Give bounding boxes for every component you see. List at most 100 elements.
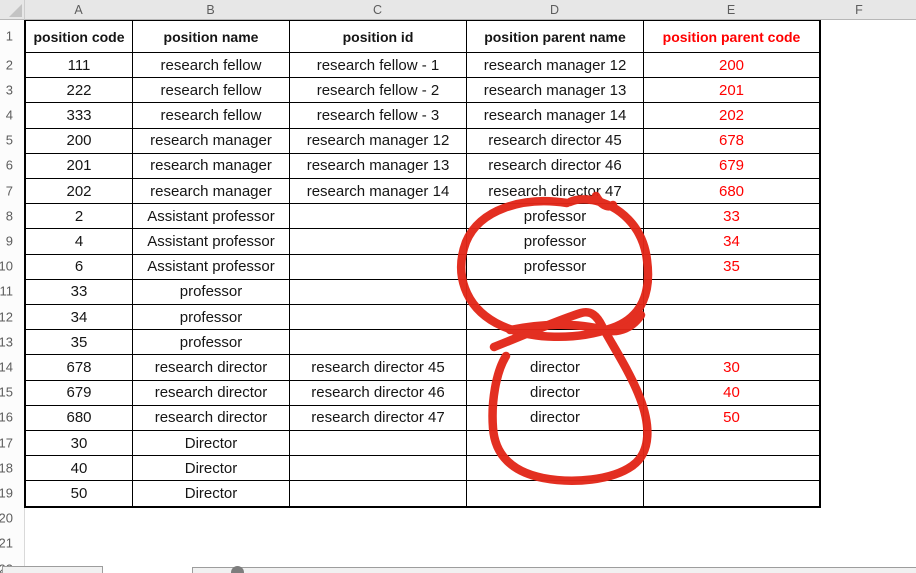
cell-D21[interactable] <box>466 530 644 557</box>
cell-D3[interactable]: research manager 13 <box>466 77 644 104</box>
cell-D8[interactable]: professor <box>466 203 644 230</box>
cell-C2[interactable]: research fellow - 1 <box>289 52 467 79</box>
row-header-10[interactable]: 10 <box>0 253 25 280</box>
cell-E10[interactable]: 35 <box>643 253 820 280</box>
cell-E5[interactable]: 678 <box>643 127 820 154</box>
cell-C20[interactable] <box>289 505 467 532</box>
cell-E12[interactable] <box>643 304 820 331</box>
cell-A3[interactable]: 222 <box>25 77 133 104</box>
cell-A21[interactable] <box>25 530 133 557</box>
cell-E13[interactable] <box>643 329 820 356</box>
cell-D14[interactable]: director <box>466 354 644 381</box>
cell-E8[interactable]: 33 <box>643 203 820 230</box>
cell-A8[interactable]: 2 <box>25 203 133 230</box>
cell-G13[interactable] <box>899 329 916 356</box>
cell-C7[interactable]: research manager 14 <box>289 178 467 205</box>
cell-A19[interactable]: 50 <box>25 480 133 507</box>
cell-C3[interactable]: research fellow - 2 <box>289 77 467 104</box>
cell-C16[interactable]: research director 47 <box>289 404 467 431</box>
cell-B12[interactable]: professor <box>132 304 290 331</box>
cell-D18[interactable] <box>466 455 644 482</box>
cell-F12[interactable] <box>819 304 900 331</box>
cell-C19[interactable] <box>289 480 467 507</box>
cell-E17[interactable] <box>643 430 820 457</box>
cell-F11[interactable] <box>819 278 900 305</box>
cell-D15[interactable]: director <box>466 379 644 406</box>
cell-B21[interactable] <box>132 530 290 557</box>
cell-G8[interactable] <box>899 203 916 230</box>
cell-B19[interactable]: Director <box>132 480 290 507</box>
cell-G15[interactable] <box>899 379 916 406</box>
cell-C13[interactable] <box>289 329 467 356</box>
cell-A11[interactable]: 33 <box>25 278 133 305</box>
row-header-8[interactable]: 8 <box>0 203 25 230</box>
cell-D10[interactable]: professor <box>466 253 644 280</box>
cell-F3[interactable] <box>819 77 900 104</box>
cell-G2[interactable] <box>899 52 916 79</box>
cell-F19[interactable] <box>819 480 900 507</box>
cell-F16[interactable] <box>819 404 900 431</box>
cell-D17[interactable] <box>466 430 644 457</box>
cell-G10[interactable] <box>899 253 916 280</box>
cell-G21[interactable] <box>899 530 916 557</box>
cell-G1[interactable] <box>899 20 916 53</box>
column-header-A[interactable]: A <box>25 0 133 20</box>
cell-D2[interactable]: research manager 12 <box>466 52 644 79</box>
cell-G4[interactable] <box>899 102 916 129</box>
column-header-F[interactable]: F <box>819 0 900 20</box>
cell-D6[interactable]: research director 46 <box>466 152 644 179</box>
row-header-16[interactable]: 16 <box>0 404 25 431</box>
row-header-12[interactable]: 12 <box>0 304 25 331</box>
cell-E16[interactable]: 50 <box>643 404 820 431</box>
cell-A17[interactable]: 30 <box>25 430 133 457</box>
cell-A10[interactable]: 6 <box>25 253 133 280</box>
row-header-9[interactable]: 9 <box>0 228 25 255</box>
cell-A2[interactable]: 111 <box>25 52 133 79</box>
column-header-G[interactable] <box>899 0 916 20</box>
cell-E6[interactable]: 679 <box>643 152 820 179</box>
cell-D1[interactable]: position parent name <box>466 20 644 53</box>
cell-E9[interactable]: 34 <box>643 228 820 255</box>
cell-F1[interactable] <box>819 20 900 53</box>
cell-C8[interactable] <box>289 203 467 230</box>
cell-F5[interactable] <box>819 127 900 154</box>
cell-C11[interactable] <box>289 278 467 305</box>
row-header-11[interactable]: 11 <box>0 278 25 305</box>
cell-C1[interactable]: position id <box>289 20 467 53</box>
cell-G17[interactable] <box>899 430 916 457</box>
cell-B6[interactable]: research manager <box>132 152 290 179</box>
cell-F8[interactable] <box>819 203 900 230</box>
cell-A1[interactable]: position code <box>25 20 133 53</box>
cell-B4[interactable]: research fellow <box>132 102 290 129</box>
cell-F13[interactable] <box>819 329 900 356</box>
cell-D20[interactable] <box>466 505 644 532</box>
cell-A12[interactable]: 34 <box>25 304 133 331</box>
cell-C4[interactable]: research fellow - 3 <box>289 102 467 129</box>
cell-E20[interactable] <box>643 505 820 532</box>
cell-C17[interactable] <box>289 430 467 457</box>
cell-D11[interactable] <box>466 278 644 305</box>
row-header-13[interactable]: 13 <box>0 329 25 356</box>
cell-C6[interactable]: research manager 13 <box>289 152 467 179</box>
row-header-1[interactable]: 1 <box>0 20 25 53</box>
cell-E18[interactable] <box>643 455 820 482</box>
cell-C15[interactable]: research director 46 <box>289 379 467 406</box>
row-header-20[interactable]: 20 <box>0 505 25 532</box>
cell-E4[interactable]: 202 <box>643 102 820 129</box>
cell-C9[interactable] <box>289 228 467 255</box>
row-header-19[interactable]: 19 <box>0 480 25 507</box>
cell-C5[interactable]: research manager 12 <box>289 127 467 154</box>
column-header-E[interactable]: E <box>643 0 820 20</box>
row-header-14[interactable]: 14 <box>0 354 25 381</box>
cell-C12[interactable] <box>289 304 467 331</box>
cell-B7[interactable]: research manager <box>132 178 290 205</box>
cell-A9[interactable]: 4 <box>25 228 133 255</box>
cell-B10[interactable]: Assistant professor <box>132 253 290 280</box>
cell-D4[interactable]: research manager 14 <box>466 102 644 129</box>
cell-D16[interactable]: director <box>466 404 644 431</box>
cell-F21[interactable] <box>819 530 900 557</box>
cell-B2[interactable]: research fellow <box>132 52 290 79</box>
cell-B17[interactable]: Director <box>132 430 290 457</box>
cell-B8[interactable]: Assistant professor <box>132 203 290 230</box>
cell-E15[interactable]: 40 <box>643 379 820 406</box>
